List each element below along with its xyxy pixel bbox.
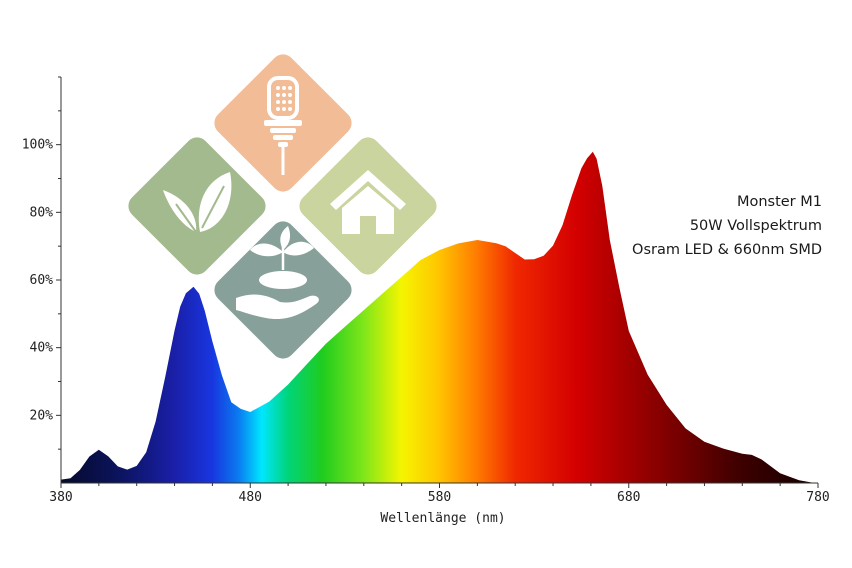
y-tick-label: 80% [30,205,54,220]
spectrum-area [61,151,818,484]
x-tick-label: 480 [239,490,262,505]
annotation-line-2: 50W Vollspektrum [690,218,822,234]
leaves-tile [128,137,266,275]
led-bulb-icon [264,76,302,175]
x-tick-label: 680 [617,490,640,505]
leaves-icon [163,172,232,233]
hand-plant-tile [214,221,352,359]
x-axis-title: Wellenlänge (nm) [380,511,505,526]
house-icon [330,170,406,234]
y-tick-label: 60% [30,273,54,288]
annotation-line-1: Monster M1 [737,194,822,210]
x-tick-label: 380 [49,490,72,505]
annotation-line-3: Osram LED & 660nm SMD [632,242,822,258]
x-tick-label: 780 [806,490,829,505]
logo [128,54,437,359]
x-tick-label: 580 [428,490,451,505]
y-tick-label: 20% [30,408,54,423]
product-annotation: Monster M1 50W Vollspektrum Osram LED & … [632,194,822,258]
x-ticks: 380 480 580 680 780 [49,483,830,505]
y-tick-label: 100% [22,138,53,153]
y-tick-label: 40% [30,341,54,356]
led-bulb-tile [214,54,352,192]
y-ticks: 20% 40% 60% 80% 100% [22,76,61,450]
hand-plant-icon [236,226,319,320]
house-tile [299,137,437,275]
